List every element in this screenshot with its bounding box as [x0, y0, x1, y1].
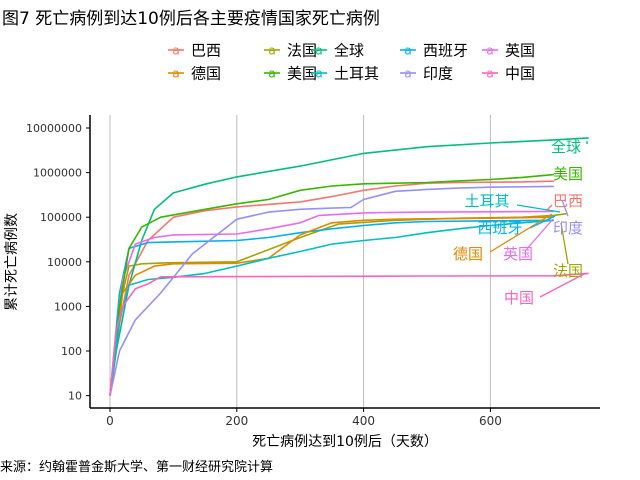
end-label-4: 英国 — [503, 218, 554, 263]
series-line-7 — [109, 219, 554, 396]
end-label-text-9: 中国 — [504, 289, 534, 307]
legend-label-8: 印度 — [423, 65, 453, 83]
y-tick-label-4: 100000 — [40, 211, 82, 224]
legend-key-glyph-7: a — [315, 67, 322, 81]
x-tick-label-1: 200 — [225, 414, 248, 428]
x-tick-label-0: 0 — [106, 414, 114, 428]
legend-label-5: 德国 — [191, 65, 221, 83]
legend-key-glyph-9: a — [486, 67, 493, 81]
legend-label-4: 英国 — [505, 42, 535, 60]
y-tick-label-6: 10000000 — [26, 122, 82, 135]
end-label-text-5: 德国 — [453, 245, 483, 263]
legend-label-7: 土耳其 — [334, 65, 379, 83]
end-label-2: 全球 — [551, 138, 588, 156]
legend-item-6: a 美国 — [264, 65, 317, 83]
y-tick-label-5: 1000000 — [33, 167, 82, 180]
end-label-3: 西班牙 — [477, 215, 556, 237]
legend-item-7: a 土耳其 — [311, 65, 379, 83]
x-axis-label: 死亡病例达到10例后（天数） — [252, 434, 438, 450]
legend-key-glyph-8: a — [404, 67, 411, 81]
end-label-text-7: 土耳其 — [464, 192, 509, 210]
axes: 0 200 400 600 10 100 1000 10000 100000 1000000 100… — [26, 115, 600, 428]
legend-item-4: a 英国 — [482, 42, 535, 60]
end-label-9: 中国 — [504, 273, 585, 307]
series-lines — [109, 137, 589, 396]
series-line-8 — [109, 185, 554, 396]
end-label-leader-0 — [546, 204, 553, 211]
end-label-leader-5 — [489, 213, 553, 253]
x-tick-label-3: 600 — [479, 414, 502, 428]
chart-source: 来源：约翰霍普金斯大学、第一财经研究院计算 — [0, 460, 274, 475]
series-line-5 — [109, 216, 554, 396]
legend: a 巴西 a 法国a 全球 a 西班牙 a 英国a 德国 a 美国a 土耳其 a 印度 a 中国 — [168, 42, 535, 83]
legend-key-glyph-3: a — [404, 44, 411, 58]
end-label-text-0: 巴西 — [553, 192, 583, 210]
end-label-text-4: 英国 — [503, 245, 533, 263]
y-tick-label-1: 100 — [61, 345, 82, 358]
legend-item-3: a 西班牙 — [400, 42, 468, 60]
end-label-leader-8 — [561, 199, 569, 217]
series-line-6 — [109, 173, 554, 396]
end-label-text-2: 全球 — [551, 138, 581, 156]
end-label-leader-9 — [539, 273, 585, 298]
end-label-0: 巴西 — [546, 192, 583, 211]
series-line-9 — [109, 272, 589, 396]
legend-label-9: 中国 — [505, 65, 535, 83]
legend-item-0: a 巴西 — [168, 42, 221, 60]
end-label-1: 法国 — [553, 222, 583, 280]
legend-label-2: 全球 — [334, 42, 364, 60]
end-label-5: 德国 — [453, 213, 553, 263]
legend-item-9: a 中国 — [482, 65, 535, 83]
series-line-2 — [109, 137, 589, 396]
end-label-text-1: 法国 — [553, 262, 583, 280]
legend-label-0: 巴西 — [191, 42, 221, 60]
legend-key-glyph-1: a — [268, 44, 275, 58]
end-label-leader-4 — [525, 218, 554, 251]
series-line-0 — [109, 180, 554, 396]
legend-key-glyph-6: a — [268, 67, 275, 81]
end-label-leader-3 — [529, 215, 556, 229]
series-line-3 — [109, 219, 554, 396]
legend-label-6: 美国 — [287, 65, 317, 83]
end-label-8: 印度 — [553, 199, 583, 237]
series-line-1 — [109, 212, 567, 396]
end-label-text-8: 印度 — [553, 219, 583, 237]
y-axis-label: 累计死亡病例数 — [4, 213, 20, 311]
legend-item-2: a 全球 — [311, 42, 364, 60]
end-label-leader-1 — [560, 222, 569, 265]
legend-key-glyph-0: a — [172, 44, 179, 58]
y-tick-label-2: 1000 — [54, 300, 82, 313]
legend-key-glyph-4: a — [486, 44, 493, 58]
chart-title: 图7 死亡病例到达10例后各主要疫情国家死亡病例 — [2, 9, 380, 29]
y-tick-label-3: 10000 — [47, 256, 82, 269]
grid — [109, 115, 491, 408]
x-tick-label-2: 400 — [352, 414, 375, 428]
legend-label-3: 西班牙 — [423, 42, 468, 60]
legend-item-1: a 法国 — [264, 42, 317, 60]
end-label-6: 美国 — [553, 165, 583, 183]
legend-key-glyph-5: a — [172, 67, 179, 81]
end-label-text-3: 西班牙 — [477, 219, 522, 237]
legend-item-8: a 印度 — [400, 65, 453, 83]
end-label-text-6: 美国 — [553, 165, 583, 183]
legend-item-5: a 德国 — [168, 65, 221, 83]
end-label-leader-7 — [516, 204, 561, 213]
y-tick-label-0: 10 — [68, 390, 82, 403]
end-label-7: 土耳其 — [464, 192, 561, 213]
legend-label-1: 法国 — [287, 42, 317, 60]
legend-key-glyph-2: a — [315, 44, 322, 58]
series-line-4 — [109, 210, 554, 396]
